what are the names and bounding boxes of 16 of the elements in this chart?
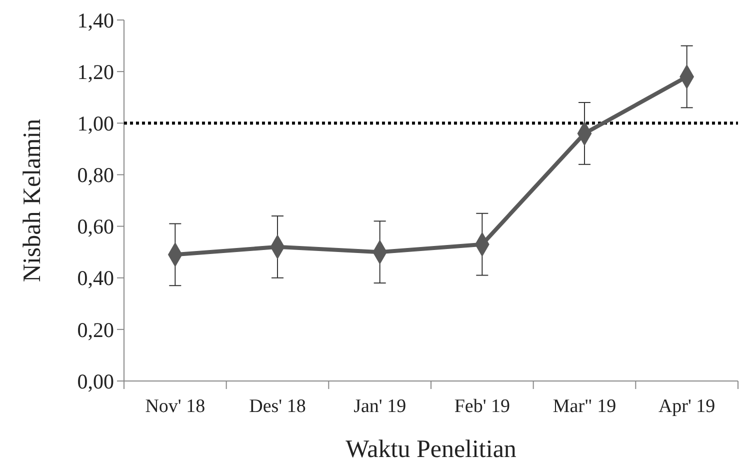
y-tick-label: 1,20 [77,60,114,84]
x-tick-label: Mar" 19 [552,396,616,417]
y-tick-label: 0,20 [77,318,114,342]
y-tick-label: 0,40 [77,266,114,290]
x-tick-label: Des' 18 [249,396,306,417]
x-tick-label: Apr' 19 [658,396,716,417]
y-axis-title: Nisbah Kelamin [19,118,46,282]
x-tick-label: Nov' 18 [145,396,206,417]
y-tick-label: 0,80 [77,163,114,188]
y-tick-label: 1,40 [77,8,114,32]
y-tick-label: 0,00 [77,369,114,394]
x-tick-label: Jan' 19 [354,396,406,417]
x-axis-title: Waktu Penelitian [346,436,517,463]
y-tick-label: 1,00 [77,111,114,136]
x-tick-label: Feb' 19 [454,396,510,417]
y-tick-label: 0,60 [77,214,114,239]
